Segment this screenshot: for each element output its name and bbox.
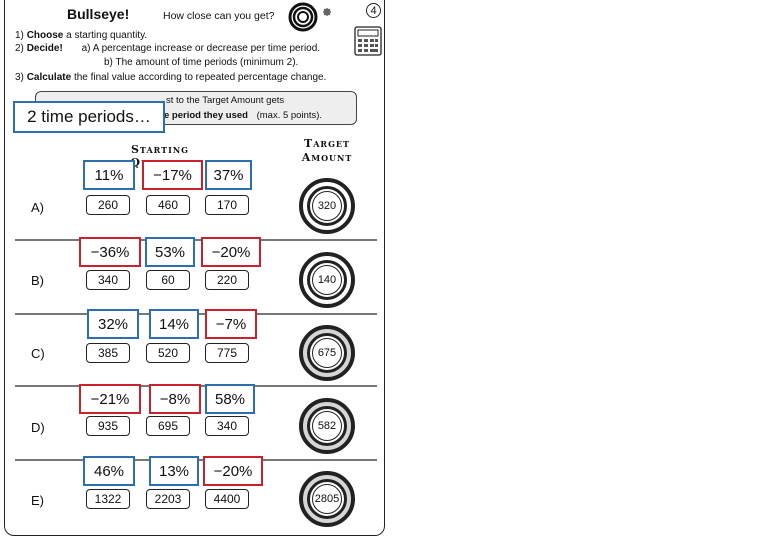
target-amount: 320 [312, 191, 342, 221]
percent-box: −8% [149, 384, 201, 414]
rule-line-1: st to the Target Amount gets [166, 95, 285, 106]
quantity-box: 695 [146, 416, 190, 436]
target-amount: 2805 [312, 484, 342, 514]
quantity-box: 4400 [205, 489, 249, 509]
quantity-box: 340 [205, 416, 249, 436]
quantity-box: 385 [86, 343, 130, 363]
percent-box: −7% [205, 309, 257, 339]
row-label: A) [31, 200, 44, 215]
time-periods-note: 2 time periods… [13, 101, 165, 133]
quantity-box: 520 [146, 343, 190, 363]
target-bullseye: 320 [299, 178, 355, 234]
percent-box: −20% [203, 456, 263, 486]
target-bullseye: 2805 [299, 471, 355, 527]
quantity-box: 340 [86, 270, 130, 290]
row-label: B) [31, 273, 44, 288]
percent-box: −20% [201, 237, 261, 267]
target-bullseye: 140 [299, 252, 355, 308]
quantity-box: 935 [86, 416, 130, 436]
percent-box: −36% [79, 237, 141, 267]
row-separator [15, 239, 377, 241]
target-amount: 140 [312, 265, 342, 295]
worksheet: Bullseye! How close can you get? 4 1) Ch… [4, 0, 385, 536]
instruction-step-1: 1) Choose a starting quantity. [15, 30, 148, 41]
target-amount: 582 [312, 411, 342, 441]
bullseye-icon [288, 2, 331, 32]
target-bullseye: 582 [299, 398, 355, 454]
rule-line-2: e period they used (max. 5 points). [164, 110, 323, 121]
percent-box: 11% [83, 160, 135, 190]
quantity-box: 220 [205, 270, 249, 290]
calculator-icon [354, 26, 382, 56]
row-label: E) [31, 493, 44, 508]
instruction-step-2b: b) The amount of time periods (minimum 2… [104, 57, 299, 68]
page-number: 4 [366, 3, 381, 18]
percent-box: 46% [83, 456, 135, 486]
worksheet-title: Bullseye! [67, 6, 130, 22]
target-amount-header: Target Amount [301, 137, 353, 164]
instruction-step-2: 2) Decide! a) A percentage increase or d… [15, 43, 321, 54]
percent-box: −21% [79, 384, 141, 414]
target-bullseye: 675 [299, 325, 355, 381]
percent-box: 37% [205, 160, 252, 190]
row-label: D) [31, 420, 45, 435]
quantity-box: 1322 [86, 489, 130, 509]
percent-box: −17% [142, 160, 203, 190]
target-amount: 675 [312, 338, 342, 368]
worksheet-subtitle: How close can you get? [163, 10, 275, 22]
instruction-step-3: 3) Calculate the final value according t… [15, 72, 327, 83]
quantity-box: 170 [205, 195, 249, 215]
percent-box: 32% [87, 309, 139, 339]
quantity-box: 2203 [146, 489, 190, 509]
percent-box: 58% [205, 384, 255, 414]
quantity-box: 460 [146, 195, 190, 215]
row-label: C) [31, 346, 45, 361]
quantity-box: 775 [205, 343, 249, 363]
quantity-box: 60 [146, 270, 190, 290]
percent-box: 53% [145, 237, 195, 267]
percent-box: 13% [149, 456, 199, 486]
percent-box: 14% [149, 309, 199, 339]
quantity-box: 260 [86, 195, 130, 215]
